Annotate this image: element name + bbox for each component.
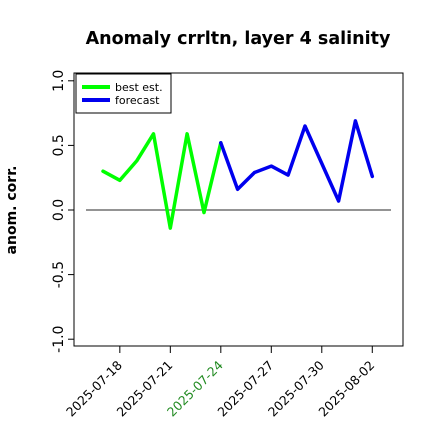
legend-entry: forecast: [115, 94, 160, 107]
plot-area: -1.0-0.50.00.51.02025-07-182025-07-21202…: [51, 70, 404, 419]
legend: best est.forecast: [75, 73, 172, 114]
legend-box: [75, 73, 172, 114]
y-tick-label: -1.0: [51, 326, 67, 353]
y-tick-label: 0.5: [51, 134, 67, 156]
chart-title: Anomaly crrltn, layer 4 salinity: [86, 29, 391, 49]
series-line-0: [101, 132, 223, 230]
y-axis-label: anom. corr.: [4, 166, 20, 255]
y-tick-label: 1.0: [51, 70, 67, 92]
series-line-1: [219, 119, 375, 203]
y-tick-label: -0.5: [51, 261, 67, 288]
y-tick-label: 0.0: [51, 199, 67, 221]
legend-entry: best est.: [115, 81, 163, 94]
